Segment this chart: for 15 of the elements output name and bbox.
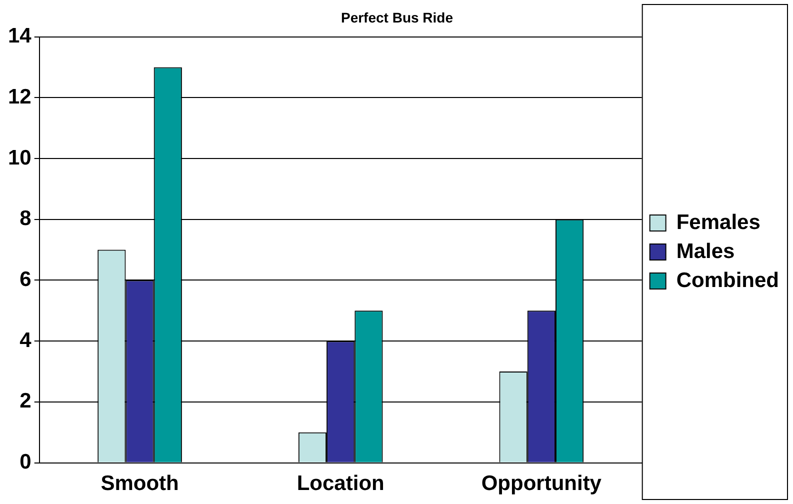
x-tick-label: Smooth: [100, 472, 179, 496]
legend-label: Males: [676, 240, 735, 263]
x-tick-label: Opportunity: [481, 472, 602, 496]
legend-label: Combined: [676, 268, 780, 292]
y-tick-label: 8: [20, 207, 32, 230]
y-tick-label: 2: [20, 390, 32, 413]
y-tick-label: 12: [8, 85, 32, 108]
y-tick-label: 10: [8, 146, 32, 170]
y-tick-label: 14: [8, 24, 32, 48]
legend-label: Females: [676, 210, 760, 234]
y-tick-label: 0: [20, 450, 32, 474]
y-tick-label: 6: [20, 268, 32, 292]
chart-title: Perfect Bus Ride: [340, 9, 454, 26]
y-tick-label: 4: [20, 328, 32, 352]
x-tick-label: Location: [296, 472, 384, 496]
